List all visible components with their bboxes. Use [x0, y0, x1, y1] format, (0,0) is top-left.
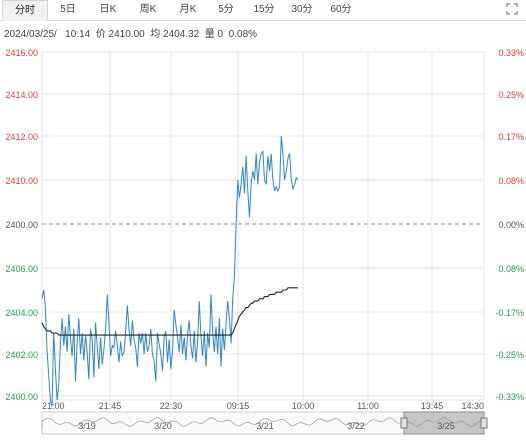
y-right-tick-label: 0.08%: [498, 264, 524, 274]
x-tick-label: 21:00: [42, 401, 65, 411]
x-tick-label: 09:15: [227, 401, 250, 411]
y-left-tick-label: 2414.00: [5, 90, 38, 100]
navigator-handle-left: [400, 417, 408, 429]
y-right-tick-label: 0.08%: [498, 176, 524, 186]
x-tick-label: 21:45: [99, 401, 122, 411]
price-line: [41, 135, 299, 407]
x-tick-label: 10:00: [292, 401, 315, 411]
y-right-tick-label: -0.17%: [495, 308, 524, 318]
info-volume: 量 0: [204, 29, 224, 40]
info-time: 10:14: [65, 29, 91, 40]
y-right-tick-label: 0.17%: [498, 132, 524, 142]
period-tabs: 分时 5日 日K 周K 月K 5分 15分 30分 60分: [0, 0, 526, 21]
y-right-tick-label: -0.25%: [495, 350, 524, 360]
x-tick-label: 13:45: [421, 401, 444, 411]
y-right-tick-label: 0.25%: [498, 90, 524, 100]
y-left-tick-label: 2402.00: [5, 350, 38, 360]
info-change: 0.08%: [228, 29, 258, 40]
y-left-tick-label: 2400.00: [5, 392, 38, 402]
y-left-tick-label: 2406.00: [5, 264, 38, 274]
x-tick-label: 14:30: [461, 401, 484, 411]
info-date: 2024/03/25/: [4, 29, 57, 40]
info-avg: 均 2404.32: [150, 29, 200, 40]
tab-5min[interactable]: 5分: [218, 4, 234, 15]
navigator-date-label: 3/25: [437, 421, 455, 431]
navigator-date-label: 3/20: [154, 421, 172, 431]
y-left-tick-label: 2410.00: [5, 176, 38, 186]
tab-weekly-k[interactable]: 周K: [139, 4, 157, 15]
y-left-tick-label: 2416.00: [5, 48, 38, 58]
price-info-bar: 2024/03/25/ 10:14 价 2410.00 均 2404.32 量 …: [4, 25, 257, 40]
tab-60min[interactable]: 60分: [330, 4, 352, 15]
tab-daily-k[interactable]: 日K: [99, 4, 117, 15]
tab-intraday[interactable]: 分时: [2, 0, 48, 21]
tab-30min[interactable]: 30分: [291, 4, 313, 15]
tab-5day[interactable]: 5日: [60, 4, 76, 15]
y-right-tick-label: 0.00%: [498, 220, 524, 230]
tab-15min[interactable]: 15分: [253, 4, 275, 15]
plot-frame: [41, 51, 485, 401]
average-line: [41, 287, 298, 336]
fullscreen-icon[interactable]: [506, 3, 518, 15]
info-price: 价 2410.00: [95, 29, 145, 40]
navigator-date-label: 3/22: [347, 421, 365, 431]
y-left-tick-label: 2400.00: [5, 220, 38, 230]
y-left-tick-label: 2404.00: [5, 308, 38, 318]
navigator-handle-right: [480, 417, 488, 429]
x-tick-label: 11:00: [357, 401, 379, 411]
y-left-tick-label: 2412.00: [5, 132, 38, 142]
x-tick-label: 22:30: [160, 401, 183, 411]
y-right-tick-label: 0.33%: [498, 48, 524, 58]
tab-monthly-k[interactable]: 月K: [179, 4, 197, 15]
navigator-date-label: 3/21: [256, 421, 274, 431]
y-right-tick-label: -0.33%: [495, 392, 524, 402]
navigator-date-label: 3/19: [78, 421, 96, 431]
